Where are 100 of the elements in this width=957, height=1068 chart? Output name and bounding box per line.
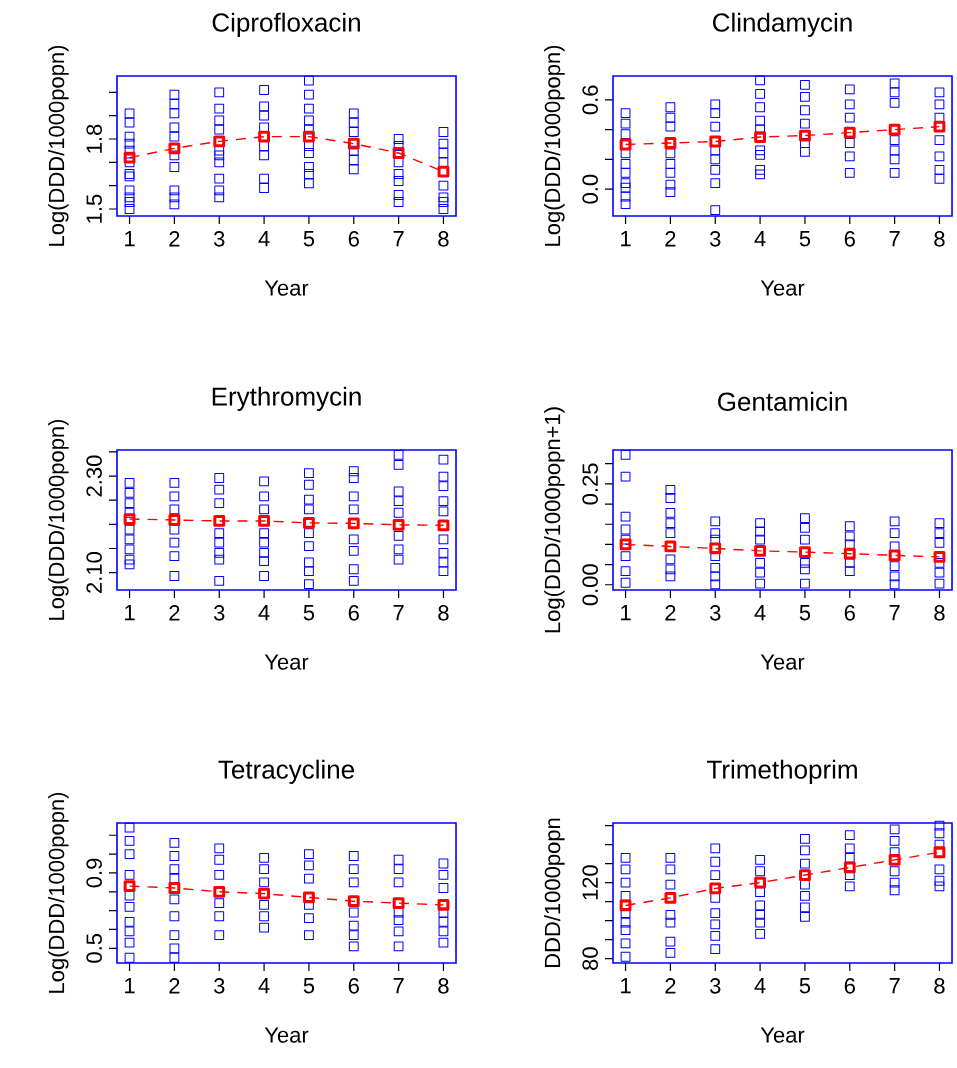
point: [844, 566, 855, 576]
chart-title: Ciprofloxacin: [212, 12, 360, 37]
point: [392, 518, 405, 531]
point: [934, 864, 945, 875]
point: [933, 551, 946, 563]
point: [214, 854, 225, 865]
point: [213, 885, 226, 898]
point: [665, 528, 676, 539]
x-tick-label: 1: [125, 231, 135, 247]
point: [259, 864, 269, 875]
point: [799, 869, 811, 881]
y-tick-label: 0.6: [582, 85, 598, 115]
point: [755, 518, 765, 528]
point: [710, 579, 721, 590]
chart-title: Clindamycin: [713, 12, 852, 37]
point: [348, 920, 359, 931]
x-tick-label: 5: [303, 978, 315, 994]
x-tick-label: 2: [665, 605, 676, 621]
point: [934, 578, 945, 589]
point: [709, 542, 722, 555]
y-tick-label: 2.30: [86, 455, 102, 497]
point: [710, 870, 721, 880]
x-axis-title: Year: [760, 654, 805, 670]
x-tick-label: 3: [213, 605, 225, 621]
point: [844, 521, 855, 532]
y-tick-label: 1.8: [86, 124, 102, 153]
point: [258, 887, 270, 900]
point: [214, 911, 225, 922]
y-tick-label: 1.5: [86, 194, 102, 223]
point: [843, 861, 856, 874]
x-tick-label: 4: [258, 978, 270, 994]
y-tick-label: 0.5: [86, 933, 102, 963]
point: [169, 894, 180, 905]
point: [710, 908, 721, 918]
x-tick-label: 7: [393, 605, 404, 621]
x-tick-label: 8: [438, 231, 449, 247]
x-tick-label: 7: [889, 231, 900, 247]
point: [348, 851, 359, 861]
x-tick-label: 2: [665, 978, 676, 994]
point: [619, 138, 632, 151]
point: [665, 917, 676, 928]
point: [888, 123, 901, 136]
y-axis-title: Log(DDD/1000popn): [48, 419, 69, 620]
point: [799, 546, 811, 558]
y-tick-label: 0.0: [582, 174, 598, 204]
point: [710, 571, 721, 582]
point: [393, 907, 404, 918]
point: [799, 129, 811, 142]
point: [800, 578, 810, 589]
x-tick-label: 2: [169, 978, 180, 994]
point: [934, 537, 945, 548]
x-tick-label: 3: [213, 978, 225, 994]
point: [934, 828, 945, 839]
chart-title: Erythromycin: [212, 386, 361, 411]
x-axis-title: Year: [264, 654, 309, 670]
x-tick-label: 7: [393, 978, 404, 994]
point: [213, 135, 226, 148]
point: [665, 518, 676, 528]
point: [620, 577, 631, 588]
point: [620, 534, 631, 545]
point: [437, 519, 450, 532]
point: [124, 952, 135, 963]
point: [844, 843, 855, 854]
point: [348, 864, 359, 875]
point: [665, 853, 676, 863]
point: [665, 879, 676, 890]
point: [934, 820, 945, 831]
x-tick-label: 3: [709, 978, 721, 994]
y-axis-title: Log(DDD/1000popn): [48, 792, 69, 993]
point: [664, 540, 677, 553]
point: [304, 873, 314, 884]
point: [169, 837, 180, 848]
point: [800, 834, 810, 844]
point: [620, 917, 631, 928]
x-tick-label: 4: [258, 605, 270, 621]
point: [347, 517, 360, 530]
x-tick-label: 1: [621, 978, 631, 994]
point: [664, 891, 677, 904]
point: [620, 877, 631, 888]
y-axis-title: Log(DDD/1000popn): [48, 45, 69, 246]
point: [889, 824, 900, 835]
point: [124, 869, 135, 880]
point: [620, 551, 631, 562]
point: [303, 517, 315, 529]
point: [755, 854, 765, 865]
point: [934, 528, 945, 539]
point: [755, 866, 765, 877]
point: [124, 849, 135, 859]
point: [124, 836, 135, 846]
x-tick-label: 8: [438, 978, 449, 994]
point: [710, 930, 721, 941]
point: [754, 876, 766, 889]
point: [393, 854, 404, 865]
x-axis-title: Year: [264, 280, 309, 296]
x-tick-label: 8: [934, 978, 945, 994]
point: [303, 130, 315, 143]
point: [755, 558, 765, 568]
point: [709, 135, 722, 148]
point: [392, 897, 405, 909]
x-tick-label: 2: [169, 605, 180, 621]
